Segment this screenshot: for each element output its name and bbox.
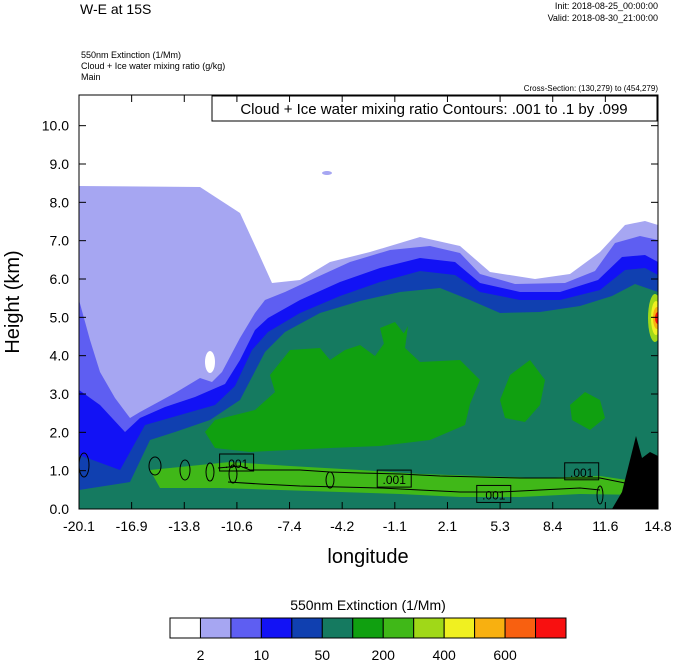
colorbar-title: 550nm Extinction (1/Mm) [290, 597, 446, 613]
level-7-band [150, 462, 640, 497]
colorbar-label: 10 [254, 647, 270, 663]
level-6-fill-main [205, 326, 480, 452]
colorbar-swatch [199, 617, 232, 639]
plot-frame [78, 94, 659, 510]
y-tick-label: 3.0 [50, 386, 70, 402]
contour-label-box [564, 462, 600, 481]
x-tick-label: -20.1 [63, 518, 95, 534]
contour-loop-5 [228, 464, 238, 484]
contour-info-box [211, 95, 658, 122]
colorbar-swatch [230, 617, 262, 639]
x-tick-label: -4.2 [330, 518, 354, 534]
level-6-fill-small [380, 322, 405, 350]
colorbar-label: 2 [197, 647, 205, 663]
x-axis-title: longitude [327, 546, 408, 568]
y-tick-label: 0.0 [50, 501, 70, 517]
contour-line-lower [227, 481, 601, 493]
x-tick-label: 8.4 [543, 518, 563, 534]
contour-loop-3 [179, 459, 191, 481]
contour-label: .001 [570, 466, 594, 480]
colorbar-swatch [169, 617, 201, 639]
contour-label-box [219, 453, 255, 472]
x-axis: -20.1 -16.9 -13.8 -10.6 -7.4 -4.2 -1.1 2.1 5.3 8.… [63, 95, 672, 534]
colorbar-swatch [443, 617, 476, 639]
y-tick-label: 8.0 [50, 194, 70, 210]
level-12-blob [655, 312, 658, 324]
colorbar-label: 200 [372, 647, 396, 663]
x-tick-label: 14.8 [644, 518, 671, 534]
y-tick-label: 2.0 [50, 424, 70, 440]
init-time: Init: 2018-08-25_00:00:00 [554, 1, 658, 11]
level-6-fill-far-east [570, 392, 605, 430]
domain-name: Main [81, 72, 101, 82]
cross-section-label: Cross-Section: (130,279) to (454,279) [523, 84, 658, 93]
y-tick-label: 6.0 [50, 271, 70, 287]
contour-label: .001 [383, 473, 407, 487]
colorbar-swatch [382, 617, 415, 639]
valid-time: Valid: 2018-08-30_21:00:00 [547, 13, 658, 23]
colorbar-label: 600 [493, 647, 517, 663]
y-tick-label: 9.0 [50, 156, 70, 172]
x-tick-label: -13.8 [168, 518, 200, 534]
x-tick-label: -10.6 [221, 518, 253, 534]
level-1-speck [322, 171, 332, 175]
contour-loop-7 [596, 485, 604, 505]
y-axis-title: Height (km) [2, 250, 24, 353]
contour-loop-1 [79, 452, 90, 478]
x-tick-label: -16.9 [116, 518, 148, 534]
x-tick-label: -1.1 [383, 518, 407, 534]
y-tick-label: 1.0 [50, 463, 70, 479]
x-tick-label: 5.3 [490, 518, 510, 534]
contour-label-box [376, 469, 412, 488]
contour-loop-6 [325, 471, 335, 489]
colorbar-swatch [260, 617, 293, 639]
contour-label: .001 [225, 457, 249, 471]
y-axis: 0.0 1.0 2.0 3.0 4.0 5.0 6.0 7.0 8.0 9.0 10.0 [42, 118, 658, 517]
contour-loop-2 [148, 456, 162, 476]
colorbar-swatch [535, 617, 567, 639]
field-name-contour: Cloud + Ice water mixing ratio (g/kg) [81, 61, 226, 71]
colorbar-swatch [291, 617, 323, 639]
y-tick-label: 7.0 [50, 233, 70, 249]
cloud-water-contours [79, 452, 631, 505]
y-tick-label: 5.0 [50, 309, 70, 325]
colorbar-swatch [321, 617, 354, 639]
colorbar-label: 50 [315, 647, 331, 663]
level-6-fill-east [500, 360, 545, 422]
level-0-hole [205, 351, 215, 373]
colorbar: 2 10 50 200 400 600 [169, 617, 567, 663]
field-name-shaded: 550nm Extinction (1/Mm) [81, 50, 182, 60]
extinction-field [79, 95, 658, 509]
contour-label-box [476, 484, 512, 503]
colorbar-swatch [474, 617, 506, 639]
colorbar-label: 400 [432, 647, 456, 663]
y-tick-label: 4.0 [50, 348, 70, 364]
contour-info-text: Cloud + Ice water mixing ratio Contours:… [240, 101, 627, 118]
x-tick-label: -7.4 [277, 518, 301, 534]
y-tick-label: 10.0 [42, 118, 69, 134]
x-tick-label: 11.6 [592, 518, 618, 534]
contour-label: .001 [482, 488, 506, 502]
contour-labels: .001 .001 .001 .001 [219, 453, 600, 503]
terrain [612, 436, 658, 509]
chart-title: W-E at 15S [80, 1, 152, 17]
x-tick-label: 2.1 [438, 518, 458, 534]
colorbar-swatch [504, 617, 537, 639]
colorbar-swatch [352, 617, 384, 639]
contour-line-upper [217, 465, 631, 485]
colorbar-swatch [413, 617, 445, 639]
contour-loop-4 [205, 462, 215, 482]
